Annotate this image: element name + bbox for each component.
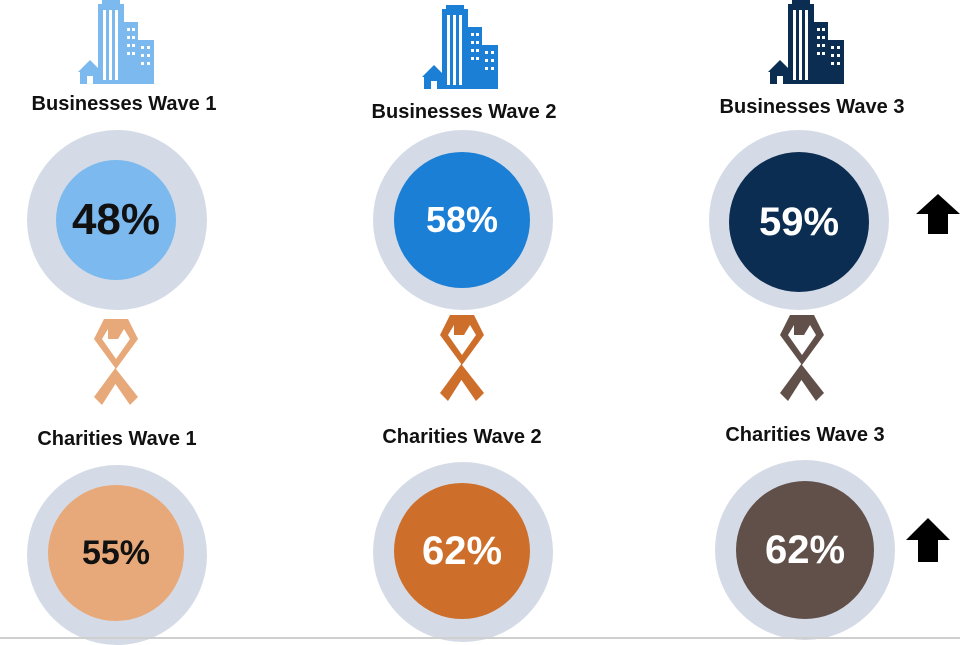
building-icon [768,0,844,84]
up-arrow-icon [906,518,950,562]
value-disc: 62% [394,483,530,619]
ribbon-icon [94,319,138,405]
panel-label: Businesses Wave 2 [371,101,557,123]
bottom-divider [0,637,960,639]
value-disc: 58% [394,152,530,288]
value-disc: 59% [729,152,869,292]
panel-label: Businesses Wave 3 [719,96,905,118]
value-disc: 62% [736,481,874,619]
value-disc: 55% [48,485,184,621]
value-label: 55% [81,533,151,572]
ribbon-icon [440,315,484,401]
building-icon [422,5,498,89]
panel-label: Charities Wave 2 [382,426,542,448]
value-disc: 48% [56,160,176,280]
up-arrow-icon [916,194,960,234]
value-label: 58% [425,199,499,240]
building-icon [78,0,154,84]
value-label: 62% [421,528,503,573]
value-label: 62% [764,527,846,572]
ribbon-icon [780,315,824,401]
panel-label: Charities Wave 1 [37,428,197,450]
panel-label: Charities Wave 3 [725,424,885,446]
value-label: 59% [758,199,840,244]
panel-label: Businesses Wave 1 [31,93,217,115]
value-label: 48% [71,195,161,244]
